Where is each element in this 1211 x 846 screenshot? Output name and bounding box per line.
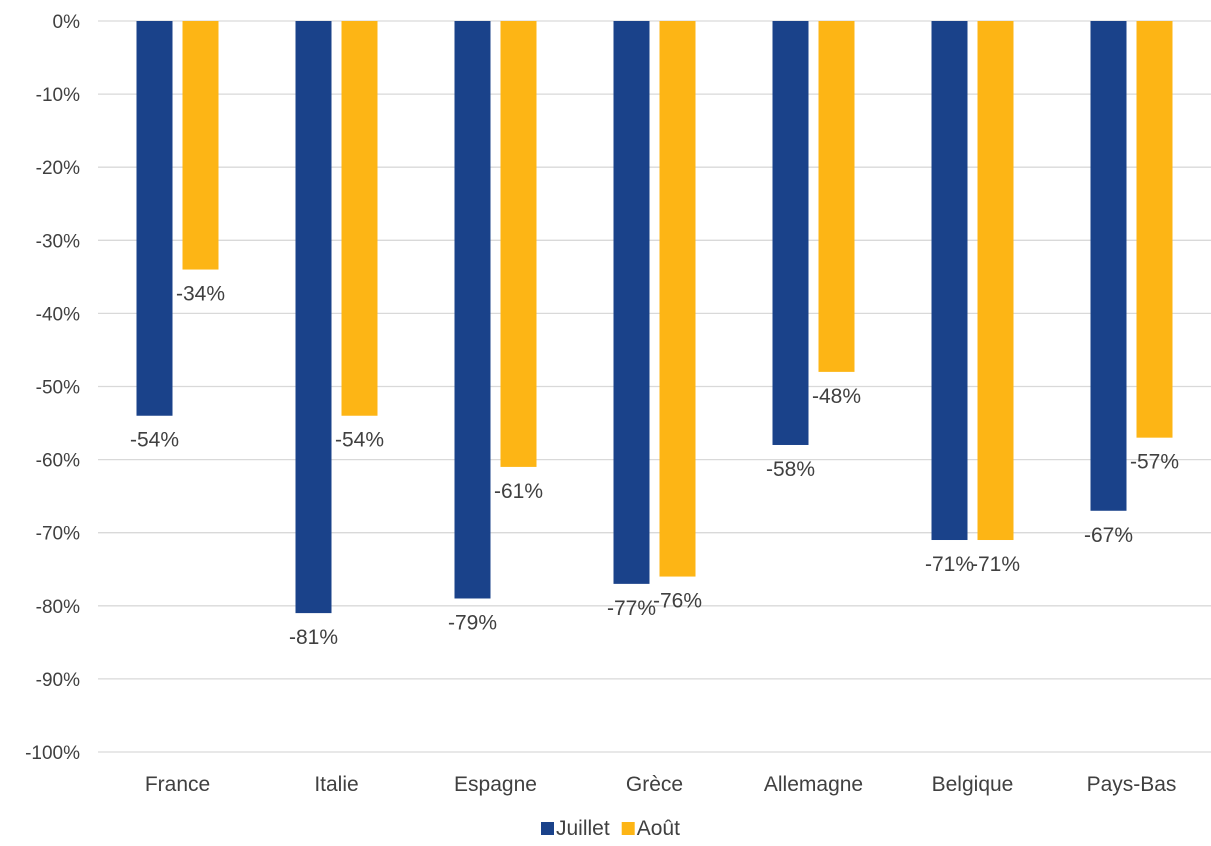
- bar-juillet-espagne: [454, 21, 491, 599]
- data-labels: -54% -34% -81% -54% -79% -61% -77%-76% -58% -48%…: [130, 283, 1179, 650]
- bar-août-belgique: [977, 21, 1014, 541]
- legend: Juillet Août: [541, 817, 680, 840]
- y-tick-label: -90%: [36, 670, 80, 691]
- data-label: -61%: [494, 480, 543, 503]
- bars: [136, 21, 1173, 614]
- x-category-label: Italie: [314, 773, 358, 796]
- data-label: -54%: [335, 429, 384, 452]
- bar-août-allemagne: [818, 21, 855, 372]
- data-label: -34%: [176, 283, 225, 306]
- x-axis-category-labels: France Italie Espagne Grèce Allemagne Belgiqu…: [145, 773, 1177, 796]
- legend-label: Août: [637, 817, 680, 840]
- y-tick-label: -80%: [36, 597, 80, 618]
- y-tick-label: -100%: [25, 743, 80, 764]
- bar-août-pays-bas: [1136, 21, 1173, 438]
- bar-juillet-france: [136, 21, 173, 416]
- y-tick-label: 0%: [53, 12, 81, 33]
- x-category-label: Pays-Bas: [1087, 773, 1177, 796]
- bar-juillet-belgique: [931, 21, 968, 541]
- data-label: -57%: [1130, 451, 1179, 474]
- y-tick-label: -60%: [36, 451, 80, 472]
- y-tick-label: -40%: [36, 304, 80, 325]
- data-label: -54%: [130, 429, 179, 452]
- data-label: -71%: [925, 553, 974, 576]
- bar-juillet-pays-bas: [1090, 21, 1127, 511]
- legend-swatch: [541, 822, 554, 835]
- bar-août-espagne: [500, 21, 537, 467]
- bar-juillet-grèce: [613, 21, 650, 584]
- y-tick-label: -70%: [36, 524, 80, 545]
- bar-juillet-allemagne: [772, 21, 809, 445]
- data-label: -77%: [607, 597, 656, 620]
- x-category-label: Grèce: [626, 773, 683, 796]
- bar-août-grèce: [659, 21, 696, 577]
- x-category-label: Espagne: [454, 773, 537, 796]
- data-label: -48%: [812, 385, 861, 408]
- x-category-label: France: [145, 773, 210, 796]
- data-label: -76%: [653, 590, 702, 613]
- data-label: -67%: [1084, 524, 1133, 547]
- y-tick-label: -50%: [36, 378, 80, 399]
- data-label: -81%: [289, 626, 338, 649]
- y-tick-label: -20%: [36, 158, 80, 179]
- y-tick-label: -30%: [36, 231, 80, 252]
- bar-août-italie: [341, 21, 378, 416]
- legend-label: Juillet: [556, 817, 610, 840]
- y-axis-tick-labels: 0% -10% -20% -30% -40% -50% -60% -70% -80% -90% -1…: [25, 12, 80, 764]
- bar-juillet-italie: [295, 21, 332, 614]
- data-label: -58%: [766, 458, 815, 481]
- data-label: -79%: [448, 611, 497, 634]
- bar-août-france: [182, 21, 219, 270]
- legend-swatch: [621, 822, 635, 835]
- data-label: -71%: [971, 553, 1020, 576]
- gridlines: [98, 20, 1211, 753]
- x-category-label: Belgique: [932, 773, 1014, 796]
- y-tick-label: -10%: [36, 85, 80, 106]
- x-category-label: Allemagne: [764, 773, 863, 796]
